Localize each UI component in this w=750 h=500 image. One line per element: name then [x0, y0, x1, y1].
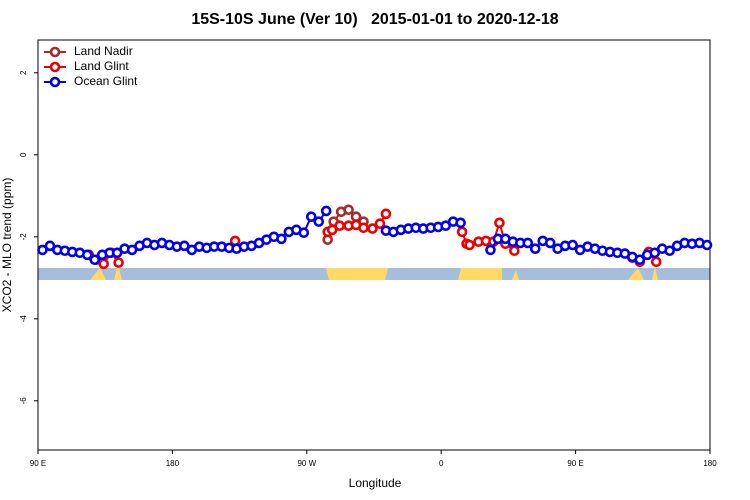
data-point [298, 227, 310, 238]
x-axis-label: Longitude [349, 476, 402, 490]
legend-label: Land Nadir [74, 44, 133, 58]
x-tick-label: 0 [439, 459, 444, 468]
data-point [89, 254, 101, 266]
data-point [179, 240, 190, 252]
data-point [509, 245, 520, 257]
data-point [98, 258, 110, 270]
data-point [374, 218, 386, 229]
x-tick-label: 180 [703, 459, 717, 468]
data-point [567, 239, 578, 251]
land-patch [512, 270, 519, 280]
chart-title: 15S-10S June (Ver 10) 2015-01-01 to 2020… [191, 11, 558, 28]
data-point [650, 256, 662, 268]
data-point [326, 224, 338, 236]
series [83, 208, 662, 270]
data-point [529, 243, 541, 254]
land-ocean-band [38, 264, 710, 280]
data-point [343, 204, 354, 216]
land-patch [652, 266, 658, 280]
legend-label: Land Glint [74, 59, 129, 73]
data-point [701, 239, 713, 251]
data-point [634, 254, 646, 266]
data-point [649, 247, 661, 259]
land-patch [114, 264, 122, 280]
x-tick-label: 180 [166, 459, 180, 468]
data-point [44, 240, 56, 252]
legend-marker [49, 46, 61, 58]
data-point [522, 237, 534, 249]
y-tick-label: 0 [19, 152, 28, 157]
data-point [358, 222, 369, 234]
data-point [320, 205, 332, 217]
land-patch [90, 268, 106, 280]
legend-marker [49, 61, 61, 73]
data-point [111, 247, 123, 259]
data-point [464, 239, 475, 251]
data-point [276, 233, 287, 245]
y-tick-label: -4 [19, 315, 28, 323]
data-point [313, 216, 325, 227]
data-point [494, 217, 505, 229]
x-tick-label: 90 E [567, 459, 583, 468]
data-point [440, 220, 451, 232]
series-line [88, 213, 658, 266]
y-axis-label: XCO2 - MLO trend (ppm) [0, 178, 14, 313]
y-tick-label: -6 [19, 397, 28, 405]
x-tick-label: 90 W [297, 459, 316, 468]
data-point [305, 211, 317, 223]
land-patch [326, 268, 388, 280]
y-tick-label: 2 [19, 70, 28, 75]
data-point [126, 244, 138, 256]
data-point [113, 257, 124, 268]
data-point [455, 217, 466, 229]
y-tick-label: -2 [19, 233, 28, 241]
land-patch [628, 268, 644, 280]
data-point [81, 249, 93, 261]
data-point [456, 226, 468, 238]
data-point [334, 220, 345, 232]
data-point [664, 245, 675, 257]
data-point [37, 244, 48, 256]
data-point [380, 208, 392, 220]
series [37, 205, 713, 266]
data-point [544, 237, 556, 249]
legend-label: Ocean Glint [74, 74, 138, 88]
legend-marker [49, 76, 61, 88]
x-tick-label: 90 E [30, 459, 46, 468]
land-patch [458, 268, 502, 280]
data-point [485, 244, 496, 256]
data-point [367, 223, 378, 234]
